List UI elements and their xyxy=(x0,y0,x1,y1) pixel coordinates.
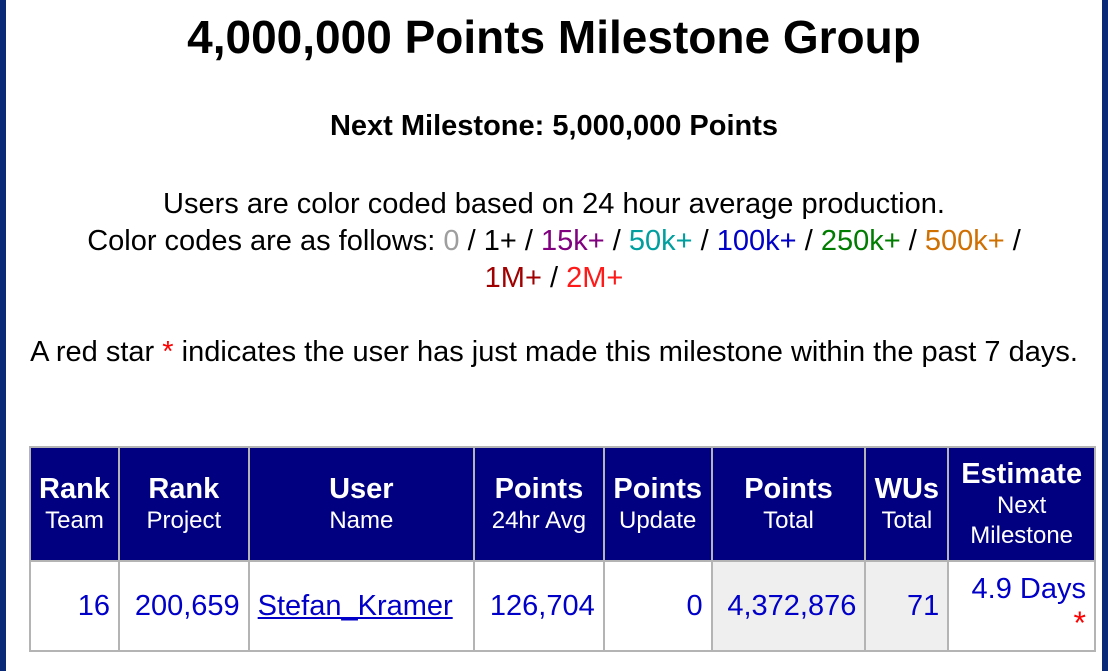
header-sublabel: Total xyxy=(881,506,933,534)
color-intro-text: Users are color coded based on 24 hour a… xyxy=(163,188,945,220)
header-label: Rank xyxy=(148,472,220,505)
header-wus-total[interactable]: WUs Total xyxy=(864,446,950,562)
color-codes-label: Color codes are as follows: xyxy=(87,225,436,257)
cell-rank-project: 200,659 xyxy=(117,560,250,652)
header-points-update[interactable]: Points Update xyxy=(602,446,713,562)
milestone-table: Rank Team Rank Project User Name Points … xyxy=(29,446,1096,652)
header-sublabel: 24hr Avg xyxy=(491,506,587,534)
color-code-separator: / xyxy=(467,225,476,257)
header-points-total[interactable]: Points Total xyxy=(710,446,867,562)
header-label: Estimate xyxy=(961,457,1083,490)
header-sublabel: Total xyxy=(763,506,814,534)
color-code-1m: 1M+ xyxy=(484,262,542,294)
table-row: 16 200,659 Stefan_Kramer 126,704 0 4,372… xyxy=(29,560,1096,652)
cell-points-update: 0 xyxy=(602,560,713,652)
color-code-0: 0 xyxy=(443,225,460,257)
color-code-250k: 250k+ xyxy=(820,225,901,257)
color-code-separator: / xyxy=(524,225,533,257)
header-sublabel: Team xyxy=(45,506,104,534)
color-code-legend: Users are color coded based on 24 hour a… xyxy=(16,186,1092,297)
cell-points-24hr-avg: 126,704 xyxy=(473,560,605,652)
cell-estimate: 4.9 Days * xyxy=(947,560,1096,652)
cell-rank-team: 16 xyxy=(29,560,120,652)
header-rank-team[interactable]: Rank Team xyxy=(29,446,120,562)
page-title: 4,000,000 Points Milestone Group xyxy=(187,11,921,63)
header-label: WUs xyxy=(874,472,940,505)
color-code-separator: / xyxy=(700,225,709,257)
header-label: User xyxy=(329,472,394,505)
header-label: Rank xyxy=(39,472,110,505)
user-name-link[interactable]: Stefan_Kramer xyxy=(257,589,453,622)
header-user-name[interactable]: User Name xyxy=(247,446,476,562)
color-code-separator: / xyxy=(612,225,621,257)
estimate-value: 4.9 Days xyxy=(971,573,1086,605)
star-note-prefix: A red star xyxy=(30,336,155,368)
header-label: Points xyxy=(613,472,703,505)
color-code-separator: / xyxy=(1012,225,1021,257)
cell-wus-total: 71 xyxy=(864,560,950,652)
cell-user-name: Stefan_Kramer xyxy=(247,560,476,652)
header-sublabel: Update xyxy=(619,506,697,534)
red-star-icon: * xyxy=(1073,605,1086,641)
red-star-icon: * xyxy=(162,336,174,368)
color-code-separator: / xyxy=(908,225,917,257)
header-sublabel: Name xyxy=(329,506,394,534)
color-code-50k: 50k+ xyxy=(628,225,693,257)
header-rank-project[interactable]: Rank Project xyxy=(117,446,250,562)
header-points-24hr-avg[interactable]: Points 24hr Avg xyxy=(473,446,605,562)
color-code-2m: 2M+ xyxy=(566,262,624,294)
star-note-suffix: indicates the user has just made this mi… xyxy=(181,336,1078,368)
color-code-100k: 100k+ xyxy=(716,225,797,257)
header-label: Points xyxy=(744,472,833,505)
red-star-note: A red star * indicates the user has just… xyxy=(16,334,1092,371)
next-milestone-text: Next Milestone: 5,000,000 Points xyxy=(329,110,779,142)
color-code-1plus: 1+ xyxy=(483,225,517,257)
color-code-500k: 500k+ xyxy=(924,225,1005,257)
cell-points-total: 4,372,876 xyxy=(710,560,867,652)
color-code-15k: 15k+ xyxy=(541,225,605,257)
table-header-row: Rank Team Rank Project User Name Points … xyxy=(29,446,1096,562)
header-estimate-next-milestone[interactable]: Estimate Next Milestone xyxy=(947,446,1096,562)
header-label: Points xyxy=(494,472,584,505)
color-code-separator: / xyxy=(549,262,559,294)
header-sublabel: Project xyxy=(146,506,222,534)
header-sublabel: Next Milestone xyxy=(970,491,1074,549)
color-code-separator: / xyxy=(804,225,813,257)
